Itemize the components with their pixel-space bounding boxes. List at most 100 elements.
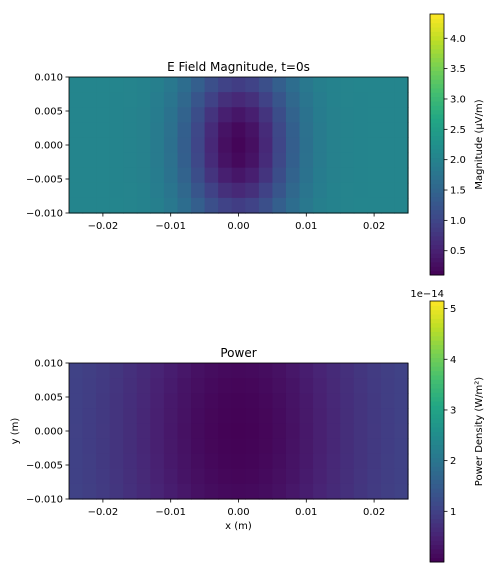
heatmap-cell xyxy=(313,408,328,425)
heatmap-cell xyxy=(123,378,138,394)
heatmap-cell xyxy=(258,107,273,123)
heatmap-cell xyxy=(204,423,219,440)
heatmap-cell xyxy=(380,438,396,455)
heatmap-cell xyxy=(367,167,382,184)
heatmap-cell xyxy=(245,453,260,470)
heatmap-cell xyxy=(177,92,192,108)
x-tick-label: 0.00 xyxy=(227,507,249,518)
colorbar-band xyxy=(430,118,444,124)
heatmap-cell xyxy=(380,408,396,425)
heatmap-cell xyxy=(272,77,287,93)
heatmap-cell xyxy=(272,378,287,394)
heatmap-cell xyxy=(340,483,355,500)
heatmap-cell xyxy=(272,483,287,500)
heatmap-cell xyxy=(285,378,301,394)
heatmap-cell xyxy=(69,408,84,425)
heatmap-cell xyxy=(394,182,409,199)
colorbar-band xyxy=(430,531,444,537)
heatmap-cell xyxy=(394,167,409,184)
heatmap-cell xyxy=(150,468,165,485)
colorbar-tick-label: 0.5 xyxy=(450,246,466,257)
heatmap-cell xyxy=(82,182,97,199)
heatmap-cell xyxy=(326,137,341,154)
heatmap-cell xyxy=(285,197,301,214)
heatmap-cell xyxy=(380,197,396,214)
heatmap-cell xyxy=(218,152,233,169)
heatmap-cell xyxy=(353,423,368,440)
heatmap-cell xyxy=(69,182,84,199)
heatmap-cell xyxy=(96,438,111,455)
colorbar-band xyxy=(430,205,444,211)
colorbar-band xyxy=(430,305,444,311)
heatmap-cell xyxy=(204,77,219,93)
colorbar-band xyxy=(430,418,444,424)
heatmap-cell xyxy=(136,363,151,379)
heatmap-cell xyxy=(367,182,382,199)
heatmap-cell xyxy=(109,438,124,455)
colorbar-band xyxy=(430,522,444,528)
heatmap-cell xyxy=(218,92,233,108)
heatmap-cell xyxy=(272,197,287,214)
colorbar-band xyxy=(430,301,444,306)
colorbar-band xyxy=(430,201,444,206)
heatmap-cell xyxy=(326,167,341,184)
colorbar-tick-label: 2 xyxy=(450,456,456,467)
heatmap-cell xyxy=(394,483,409,500)
chart-title: E Field Magnitude, t=0s xyxy=(167,60,310,74)
heatmap-cell xyxy=(394,137,409,154)
colorbar-band xyxy=(430,140,444,145)
heatmap-cell xyxy=(96,167,111,184)
heatmap-cell xyxy=(394,453,409,470)
heatmap-cell xyxy=(245,152,260,169)
heatmap-cell xyxy=(96,393,111,409)
heatmap-cell xyxy=(231,182,246,199)
colorbar-band xyxy=(430,505,444,511)
colorbar-band xyxy=(430,370,444,376)
heatmap-cell xyxy=(231,137,246,154)
colorbar-tick-label: 4 xyxy=(450,355,456,366)
colorbar-band xyxy=(430,431,444,437)
colorbar-band xyxy=(430,379,444,385)
heatmap-cell xyxy=(380,453,396,470)
heatmap-cell xyxy=(82,378,97,394)
heatmap-cell xyxy=(231,468,246,485)
heatmap-cell xyxy=(340,197,355,214)
heatmap-cell xyxy=(285,483,301,500)
colorbar-tick-label: 3 xyxy=(450,405,456,416)
heatmap-cell xyxy=(96,378,111,394)
heatmap-cell xyxy=(313,378,328,394)
heatmap-cell xyxy=(340,182,355,199)
heatmap-cell xyxy=(123,408,138,425)
colorbar-band xyxy=(430,353,444,359)
heatmap-cell xyxy=(163,152,179,169)
heatmap-cell xyxy=(313,137,328,154)
heatmap-cell xyxy=(353,197,368,214)
heatmap-cell xyxy=(218,167,233,184)
colorbar-band xyxy=(430,144,444,150)
heatmap-cell xyxy=(191,423,206,440)
heatmap-cell xyxy=(109,483,124,500)
heatmap-cell xyxy=(380,152,396,169)
colorbar-band xyxy=(430,253,444,259)
heatmap-cell xyxy=(218,378,233,394)
heatmap-cell xyxy=(326,363,341,379)
heatmap-cell xyxy=(340,167,355,184)
heatmap-cell xyxy=(313,77,328,93)
heatmap-cell xyxy=(245,92,260,108)
heatmap-cell xyxy=(150,122,165,139)
colorbar-band xyxy=(430,209,444,215)
heatmap-cell xyxy=(150,77,165,93)
heatmap-cell xyxy=(380,92,396,108)
efield-chart: E Field Magnitude, t=0s −0.02 −0.01 0.00 0.0… xyxy=(26,13,485,276)
heatmap-cell xyxy=(204,438,219,455)
chart-title: Power xyxy=(220,346,256,360)
colorbar-tick-label: 5 xyxy=(450,304,456,315)
heatmap-cell xyxy=(285,438,301,455)
heatmap-cell xyxy=(380,468,396,485)
heatmap-cell xyxy=(245,107,260,123)
heatmap-cell xyxy=(163,393,179,409)
colorbar-band xyxy=(430,83,444,89)
colorbar-band xyxy=(430,27,444,32)
x-tick-label: 0.02 xyxy=(363,507,385,518)
heatmap-cell xyxy=(231,453,246,470)
